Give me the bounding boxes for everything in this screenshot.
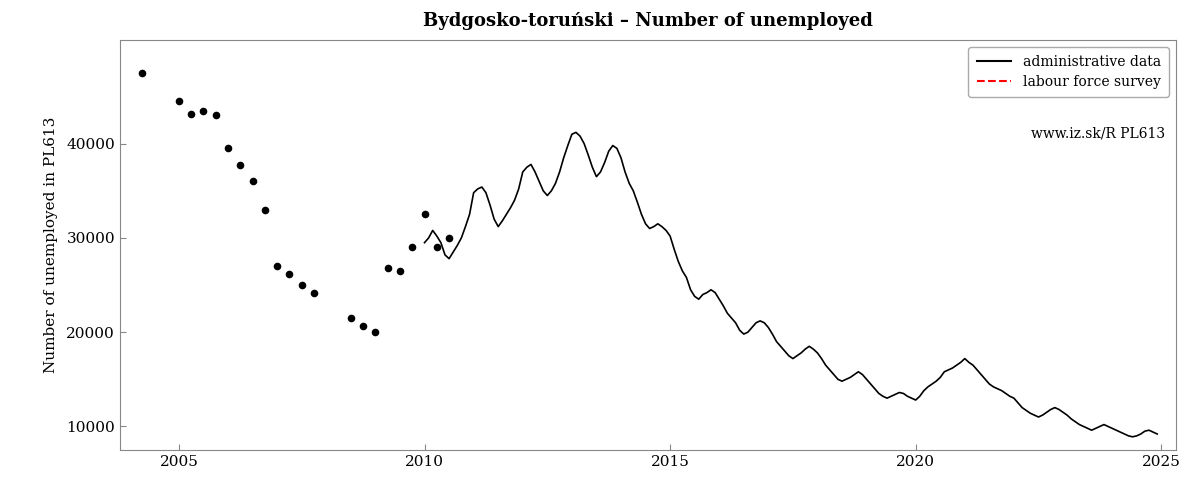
- Point: [341, 314, 360, 322]
- Point: [439, 234, 458, 242]
- Point: [427, 244, 446, 252]
- Point: [366, 328, 385, 336]
- Y-axis label: Number of unemployed in PL613: Number of unemployed in PL613: [44, 117, 58, 373]
- Point: [256, 206, 275, 214]
- Title: Bydgosko-toruński – Number of unemployed: Bydgosko-toruński – Number of unemployed: [424, 12, 872, 30]
- Point: [230, 162, 250, 170]
- Point: [354, 322, 373, 330]
- Point: [415, 210, 434, 218]
- Point: [169, 98, 188, 106]
- Point: [206, 112, 226, 120]
- Point: [218, 144, 238, 152]
- Point: [305, 288, 324, 296]
- Legend: administrative data, labour force survey: administrative data, labour force survey: [968, 47, 1169, 97]
- Text: www.iz.sk/R PL613: www.iz.sk/R PL613: [1031, 126, 1165, 140]
- Point: [181, 110, 200, 118]
- Point: [292, 281, 311, 289]
- Point: [403, 244, 422, 252]
- Point: [378, 264, 397, 272]
- Point: [280, 270, 299, 278]
- Point: [268, 262, 287, 270]
- Point: [244, 178, 263, 186]
- Point: [132, 69, 151, 77]
- Point: [194, 106, 214, 114]
- Point: [390, 267, 409, 275]
